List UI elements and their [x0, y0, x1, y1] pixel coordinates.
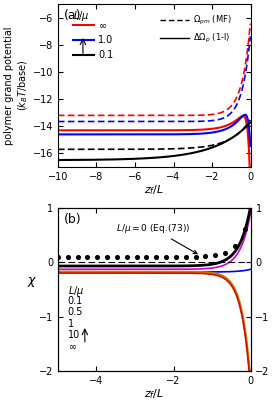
Point — [56, 254, 60, 260]
Text: $\infty$: $\infty$ — [67, 341, 76, 352]
Point — [203, 253, 208, 260]
Text: $L/\mu$: $L/\mu$ — [67, 284, 84, 298]
Text: $L/\mu$: $L/\mu$ — [73, 9, 90, 23]
Point — [85, 254, 90, 260]
Text: 10: 10 — [67, 330, 80, 340]
Text: $\Omega_{pm}$ (MF): $\Omega_{pm}$ (MF) — [193, 14, 232, 27]
Point — [154, 254, 158, 260]
Text: (a): (a) — [64, 9, 81, 22]
Text: 1: 1 — [67, 319, 74, 329]
Text: $\infty$: $\infty$ — [98, 20, 107, 30]
Text: 0.5: 0.5 — [67, 307, 83, 317]
Y-axis label: $\chi$: $\chi$ — [27, 275, 37, 290]
Point — [115, 254, 119, 260]
Text: 1.0: 1.0 — [98, 35, 114, 45]
Point — [144, 254, 149, 260]
Text: 0.1: 0.1 — [98, 50, 114, 60]
Point — [193, 254, 198, 260]
Point — [174, 254, 178, 260]
Text: $L/\mu = 0$ (Eq.(73)): $L/\mu = 0$ (Eq.(73)) — [116, 222, 197, 254]
Point — [223, 249, 227, 256]
Point — [164, 254, 168, 260]
Point — [134, 254, 139, 260]
Point — [233, 243, 237, 249]
Point — [65, 254, 70, 260]
Point — [125, 254, 129, 260]
Point — [242, 226, 247, 232]
Y-axis label: polymer grand potential
($k_BT$/base): polymer grand potential ($k_BT$/base) — [4, 26, 30, 145]
Point — [105, 254, 109, 260]
Point — [184, 254, 188, 260]
X-axis label: $z_f/L$: $z_f/L$ — [144, 183, 164, 197]
Text: $\Delta\Omega_p$ (1-l): $\Delta\Omega_p$ (1-l) — [193, 32, 230, 45]
Point — [213, 252, 218, 258]
X-axis label: $z_f/L$: $z_f/L$ — [144, 387, 164, 401]
Point — [95, 254, 99, 260]
Point — [75, 254, 80, 260]
Text: (b): (b) — [64, 213, 81, 226]
Text: 0.1: 0.1 — [67, 296, 83, 306]
